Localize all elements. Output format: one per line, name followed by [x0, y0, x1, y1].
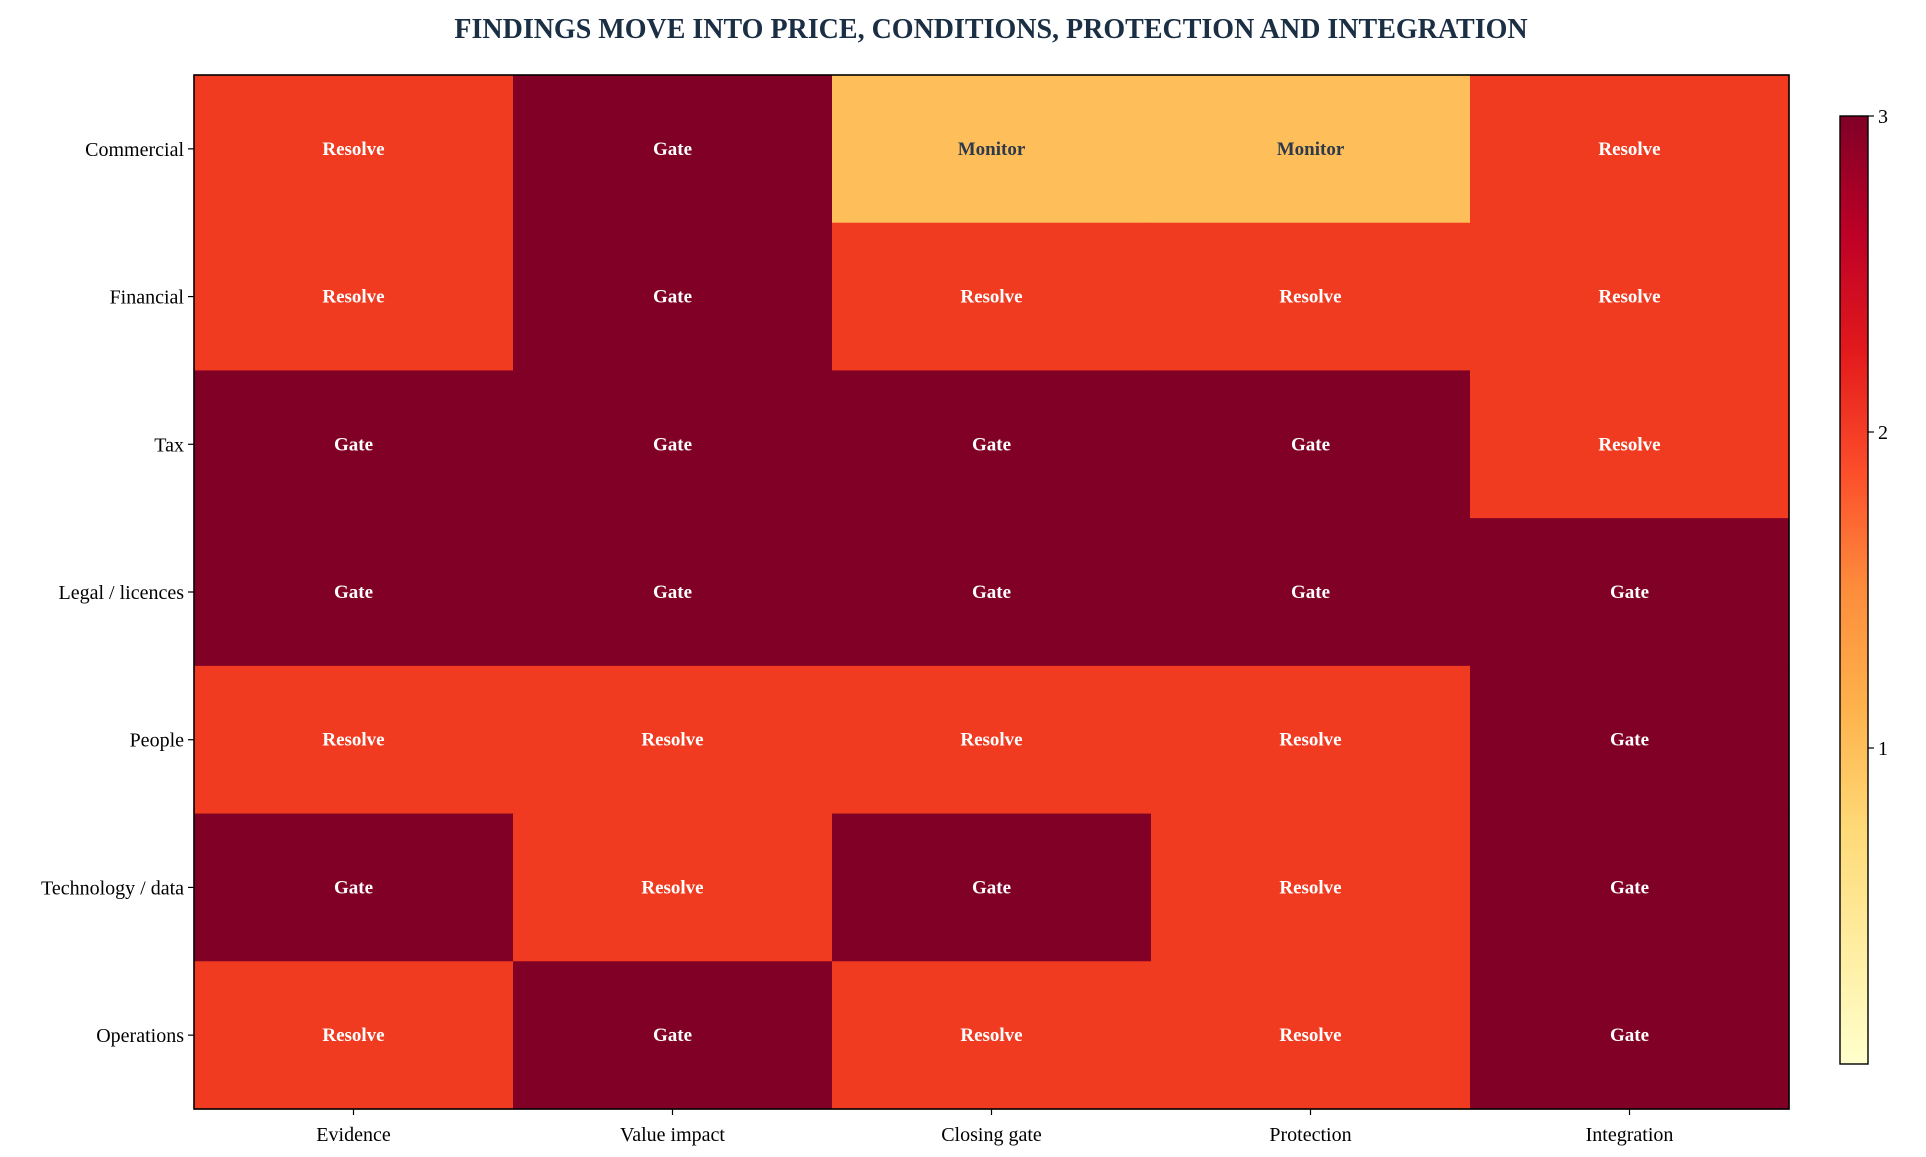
cell-label: Gate — [972, 582, 1011, 603]
heatmap-cell — [513, 75, 833, 224]
x-tick-label: Protection — [1269, 1124, 1351, 1146]
heatmap-cell — [513, 961, 833, 1110]
heatmap-cell — [1151, 222, 1471, 372]
heatmap-cell — [832, 665, 1152, 815]
y-tick-label: Legal / licences — [59, 582, 185, 604]
x-tick-label: Evidence — [316, 1124, 391, 1146]
cell-label: Resolve — [322, 139, 384, 160]
cell-label: Resolve — [1279, 877, 1341, 898]
heatmap-cell — [513, 518, 833, 667]
colorbar-tick-label: 3 — [1878, 106, 1888, 128]
heatmap-cell — [194, 370, 514, 519]
heatmap-cell — [1151, 813, 1471, 962]
cell-label: Gate — [653, 434, 692, 455]
heatmap-cell — [832, 370, 1152, 519]
heatmap-cell — [1470, 370, 1790, 519]
cell-label: Resolve — [960, 287, 1022, 308]
y-axis: Commercial Financial Tax Legal / licences Pe… — [41, 139, 194, 1047]
cell-label: Resolve — [641, 730, 703, 751]
x-axis: Evidence Value impact Closing gate Protecti… — [316, 1109, 1673, 1146]
colorbar-tick-label: 2 — [1878, 422, 1888, 444]
cell-label: Resolve — [322, 1025, 384, 1046]
cell-label: Resolve — [641, 877, 703, 898]
cell-label: Gate — [653, 582, 692, 603]
cell-label: Resolve — [1279, 287, 1341, 308]
heatmap-cell — [194, 665, 514, 815]
cell-label: Gate — [334, 582, 373, 603]
cell-label: Gate — [972, 434, 1011, 455]
heatmap-cell — [513, 370, 833, 519]
cell-label: Resolve — [322, 287, 384, 308]
cell-label: Gate — [653, 1025, 692, 1046]
y-tick-label: Tax — [154, 434, 184, 456]
cell-label: Gate — [1291, 582, 1330, 603]
cell-label: Resolve — [1598, 287, 1660, 308]
heatmap-cell — [832, 75, 1152, 224]
heatmap-cell — [513, 665, 833, 815]
heatmap-cell — [513, 222, 833, 372]
heatmap-cell — [194, 813, 514, 962]
heatmap-cell — [1470, 75, 1790, 224]
y-tick-label: Financial — [110, 287, 185, 309]
cell-label: Monitor — [958, 139, 1026, 160]
cell-label: Resolve — [1279, 730, 1341, 751]
plot-frame — [193, 74, 1790, 1110]
cell-label: Resolve — [960, 730, 1022, 751]
cell-label: Resolve — [1598, 434, 1660, 455]
heatmap-cell — [1470, 222, 1790, 372]
heatmap-cell — [832, 813, 1152, 962]
x-tick-label: Closing gate — [941, 1124, 1042, 1146]
cell-label: Gate — [1610, 877, 1649, 898]
cell-label: Resolve — [960, 1025, 1022, 1046]
colorbar: 1 2 3 — [1839, 106, 1888, 1065]
cell-label: Gate — [972, 877, 1011, 898]
chart-title: FINDINGS MOVE INTO PRICE, CONDITIONS, PR… — [454, 14, 1527, 45]
cell-label: Monitor — [1277, 139, 1345, 160]
y-tick-label: People — [130, 730, 185, 752]
heatmap-cell — [832, 518, 1152, 667]
heatmap-cell — [1470, 813, 1790, 962]
heatmap-cell — [194, 222, 514, 372]
heatmap-cell — [513, 813, 833, 962]
heatmap-cell — [1151, 665, 1471, 815]
heatmap-cell — [1151, 370, 1471, 519]
cell-label: Resolve — [1598, 139, 1660, 160]
cell-label: Gate — [653, 287, 692, 308]
cell-label: Gate — [334, 877, 373, 898]
heatmap-cell-labels: Resolve Gate Monitor Monitor Resolve Resolve G… — [322, 139, 1660, 1046]
x-tick-label: Integration — [1586, 1124, 1674, 1146]
heatmap-cell — [1470, 665, 1790, 815]
heatmap-cell — [1151, 75, 1471, 224]
y-tick-label: Technology / data — [41, 877, 184, 899]
heatmap-cell — [194, 518, 514, 667]
colorbar-gradient — [1839, 115, 1869, 1065]
cell-label: Gate — [1610, 730, 1649, 751]
heatmap-cell — [1470, 961, 1790, 1110]
colorbar-ticks: 1 2 3 — [1868, 106, 1888, 760]
heatmap-cell — [832, 222, 1152, 372]
heatmap-cell — [1151, 961, 1471, 1110]
y-tick-label: Operations — [96, 1025, 184, 1047]
x-tick-label: Value impact — [620, 1124, 725, 1146]
heatmap-cell — [1151, 518, 1471, 667]
cell-label: Gate — [1610, 1025, 1649, 1046]
cell-label: Resolve — [1279, 1025, 1341, 1046]
cell-label: Resolve — [322, 730, 384, 751]
heatmap-cell — [832, 961, 1152, 1110]
heatmap-cells — [194, 75, 1790, 1110]
y-tick-label: Commercial — [85, 139, 184, 161]
cell-label: Gate — [653, 139, 692, 160]
cell-label: Gate — [1610, 582, 1649, 603]
heatmap-cell — [194, 75, 514, 224]
heatmap-cell — [194, 961, 514, 1110]
cell-label: Gate — [1291, 434, 1330, 455]
colorbar-tick-label: 1 — [1878, 738, 1888, 760]
cell-label: Gate — [334, 434, 373, 455]
heatmap-cell — [1470, 518, 1790, 667]
